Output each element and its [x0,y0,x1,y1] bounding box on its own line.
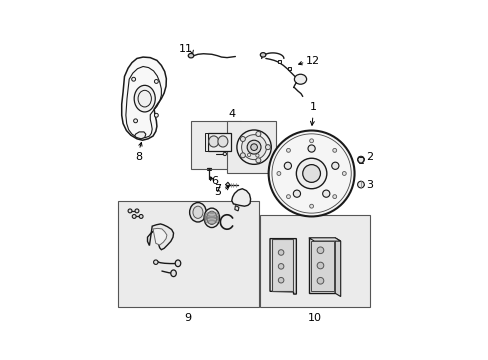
Ellipse shape [128,209,132,213]
Ellipse shape [153,260,158,264]
Text: 10: 10 [307,312,322,323]
Polygon shape [269,239,296,294]
Ellipse shape [293,190,300,197]
Bar [226,121,275,174]
Ellipse shape [278,264,284,269]
Ellipse shape [332,195,336,199]
Bar [117,201,259,307]
Ellipse shape [302,165,320,183]
Ellipse shape [133,119,137,123]
Ellipse shape [322,190,329,197]
Ellipse shape [135,209,139,213]
Text: 1: 1 [310,103,317,125]
Ellipse shape [278,250,284,255]
Bar [310,240,333,291]
Ellipse shape [206,211,216,225]
Text: 3: 3 [366,180,373,190]
Ellipse shape [255,158,260,163]
Ellipse shape [203,208,219,228]
Polygon shape [122,57,166,140]
Ellipse shape [331,162,338,169]
Ellipse shape [132,215,136,219]
Ellipse shape [284,162,291,169]
Ellipse shape [357,156,364,163]
Ellipse shape [276,172,280,175]
Ellipse shape [246,140,261,154]
Ellipse shape [342,172,346,175]
Ellipse shape [278,278,284,283]
Ellipse shape [189,203,206,222]
Ellipse shape [268,131,354,216]
Polygon shape [234,206,239,211]
Bar [191,121,241,169]
Ellipse shape [260,53,265,57]
Text: 4: 4 [228,109,235,119]
Ellipse shape [208,136,218,147]
Ellipse shape [286,148,290,152]
Ellipse shape [332,148,336,152]
Ellipse shape [175,260,181,267]
Polygon shape [308,238,334,293]
Ellipse shape [357,181,364,188]
Ellipse shape [218,136,227,147]
Ellipse shape [309,139,313,143]
Ellipse shape [241,135,266,159]
Polygon shape [277,60,280,63]
Bar [207,132,231,150]
Ellipse shape [139,215,143,219]
Text: 11: 11 [178,44,192,54]
Ellipse shape [154,113,158,117]
Ellipse shape [154,80,158,84]
Bar [260,215,369,307]
Polygon shape [147,224,173,250]
Text: 6: 6 [211,176,218,186]
Text: 8: 8 [135,152,142,162]
Polygon shape [231,189,250,206]
Ellipse shape [250,144,257,150]
Text: 5: 5 [214,186,221,197]
Ellipse shape [255,131,260,136]
Ellipse shape [294,74,306,84]
Polygon shape [334,238,340,297]
Ellipse shape [286,195,290,199]
Ellipse shape [170,270,176,276]
Ellipse shape [193,206,203,219]
Ellipse shape [240,136,245,141]
Ellipse shape [265,145,270,150]
Ellipse shape [317,262,323,269]
Ellipse shape [188,53,193,58]
Ellipse shape [317,247,323,253]
Text: 9: 9 [184,312,191,323]
Ellipse shape [131,77,135,81]
Polygon shape [308,238,340,241]
Polygon shape [288,67,290,69]
Ellipse shape [296,158,326,189]
Ellipse shape [134,85,155,112]
Polygon shape [153,228,166,245]
Ellipse shape [309,204,313,208]
Text: 7: 7 [214,184,221,194]
Ellipse shape [307,145,315,152]
Ellipse shape [240,153,245,158]
Bar [272,239,292,291]
Text: 2: 2 [366,152,373,162]
Polygon shape [135,132,145,139]
Ellipse shape [236,130,271,164]
Text: 12: 12 [305,56,320,66]
Polygon shape [204,132,207,150]
Ellipse shape [223,152,226,156]
Ellipse shape [317,278,323,284]
